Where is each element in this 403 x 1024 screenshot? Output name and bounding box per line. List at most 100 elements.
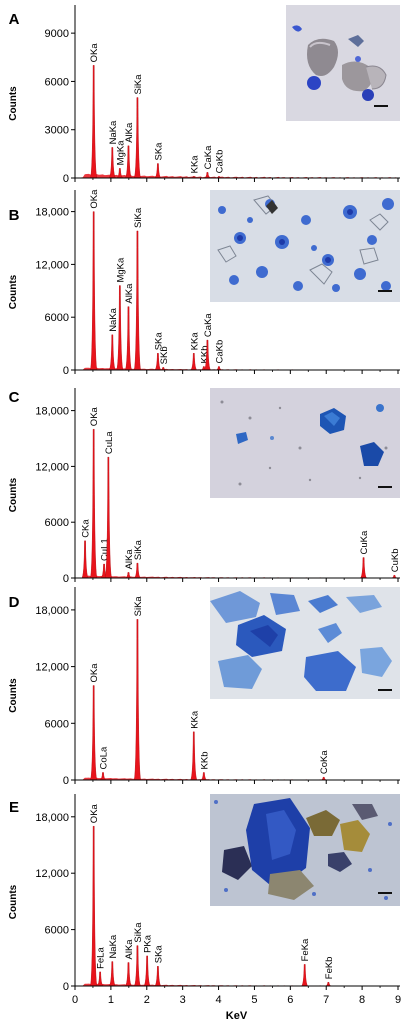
peak-a-4: [133, 97, 142, 179]
x-tick-label-8: 8: [359, 994, 365, 1006]
peak-label-c-2: CuL1: [100, 538, 111, 561]
y-tick-label-b-3: 18,000: [35, 207, 69, 219]
peak-c-0: [81, 540, 89, 579]
peak-c-5: [133, 562, 142, 579]
peak-d-2: [133, 619, 142, 781]
y-tick-label-d-1: 6000: [45, 718, 69, 730]
peak-label-b-1: NaKa: [108, 307, 119, 331]
peak-label-a-7: CaKa: [203, 145, 214, 169]
y-tick-label-a-3: 9000: [45, 28, 69, 40]
peak-label-a-8: CaKb: [214, 150, 225, 174]
peak-label-b-4: SiKa: [133, 207, 144, 228]
y-tick-label-b-1: 6000: [45, 312, 69, 324]
spectrum-background-a: [75, 173, 397, 178]
peak-a-3: [124, 145, 133, 179]
peak-a-1: [108, 147, 117, 179]
peak-e-5: [143, 955, 151, 987]
peak-b-3: [124, 306, 133, 371]
y-tick-label-a-0: 0: [63, 173, 69, 185]
peak-label-c-4: AlKa: [124, 549, 135, 570]
peak-label-a-1: NaKa: [108, 120, 119, 144]
peak-c-1: [89, 429, 98, 579]
peak-e-0: [89, 826, 98, 987]
peak-label-e-6: SKa: [153, 945, 164, 964]
micrograph-b: [210, 190, 400, 302]
peak-label-c-1: OKa: [89, 406, 100, 426]
peak-d-4: [200, 772, 208, 781]
panel-label-d: D: [9, 594, 20, 611]
peak-label-b-2: MgKa: [115, 257, 126, 283]
x-axis-label: KeV: [226, 1010, 248, 1022]
y-tick-label-e-0: 0: [63, 981, 69, 993]
x-tick-label-4: 4: [215, 994, 221, 1006]
peak-label-b-10: CaKb: [214, 340, 225, 364]
peak-e-6: [154, 966, 162, 987]
y-tick-label-e-3: 18,000: [35, 812, 69, 824]
peak-label-e-2: NaKa: [108, 934, 119, 958]
y-tick-label-a-1: 3000: [45, 125, 69, 137]
peak-label-a-4: SiKa: [133, 74, 144, 95]
peak-label-e-1: FeLa: [96, 947, 107, 969]
peak-label-c-0: CKa: [81, 519, 92, 538]
y-axis-label-c: Counts: [8, 477, 19, 512]
y-axis-label-e: Counts: [8, 884, 19, 919]
peak-label-e-7: FeKa: [300, 938, 311, 961]
panel-label-a: A: [9, 11, 20, 28]
x-tick-label-7: 7: [323, 994, 329, 1006]
peak-label-e-8: FeKb: [324, 957, 335, 980]
peak-label-b-7: KKa: [189, 332, 200, 351]
y-tick-label-b-2: 12,000: [35, 259, 69, 271]
x-tick-label-3: 3: [180, 994, 186, 1006]
y-tick-label-c-0: 0: [63, 573, 69, 585]
y-tick-label-d-0: 0: [63, 775, 69, 787]
peak-label-e-0: OKa: [89, 803, 100, 823]
x-tick-label-9: 9: [395, 994, 401, 1006]
peak-e-3: [124, 962, 133, 987]
peak-label-d-5: CoKa: [319, 750, 330, 774]
panel-label-c: C: [9, 389, 20, 406]
peak-label-d-2: SiKa: [133, 596, 144, 617]
peak-c-6: [359, 557, 368, 579]
peak-label-b-8: KKb: [199, 346, 210, 364]
peak-e-4: [133, 945, 142, 987]
y-tick-label-c-2: 12,000: [35, 461, 69, 473]
peak-d-0: [89, 685, 98, 781]
peak-label-e-3: AlKa: [124, 939, 135, 960]
panel-label-e: E: [9, 799, 19, 816]
peak-label-b-3: AlKa: [124, 283, 135, 304]
x-tick-label-1: 1: [108, 994, 114, 1006]
peak-label-a-3: AlKa: [124, 122, 135, 143]
spectrum-background-d: [75, 777, 397, 780]
panel-label-b: B: [9, 207, 20, 224]
peak-label-b-0: OKa: [89, 189, 100, 209]
peak-label-a-2: MgKa: [115, 140, 126, 166]
peak-b-7: [190, 353, 198, 371]
y-tick-label-c-3: 18,000: [35, 406, 69, 418]
y-tick-label-e-2: 12,000: [35, 868, 69, 880]
peak-b-1: [108, 334, 117, 371]
peak-label-c-3: CuLa: [104, 431, 115, 454]
peak-a-5: [154, 163, 162, 179]
peak-label-b-6: SKb: [159, 346, 170, 364]
x-tick-label-6: 6: [287, 994, 293, 1006]
y-axis-label-a: Counts: [8, 86, 19, 121]
x-tick-label-5: 5: [251, 994, 257, 1006]
micrograph-c: [210, 388, 400, 498]
peak-b-5: [154, 353, 162, 371]
peak-c-3: [104, 456, 113, 579]
peak-label-a-0: OKa: [89, 43, 100, 63]
peak-d-3: [190, 731, 198, 781]
peak-e-7: [301, 964, 309, 987]
peak-label-c-5: SiKa: [133, 539, 144, 560]
peak-label-e-5: PKa: [143, 934, 154, 953]
micrograph-d: [210, 587, 400, 699]
y-tick-label-d-2: 12,000: [35, 662, 69, 674]
peak-b-4: [133, 230, 142, 371]
x-tick-label-2: 2: [144, 994, 150, 1006]
peak-label-b-5: SKa: [153, 332, 164, 351]
peak-label-d-3: KKa: [189, 710, 200, 729]
y-tick-label-b-0: 0: [63, 365, 69, 377]
peak-label-c-7: CuKb: [390, 548, 401, 572]
peak-label-c-6: CuKa: [359, 530, 370, 554]
